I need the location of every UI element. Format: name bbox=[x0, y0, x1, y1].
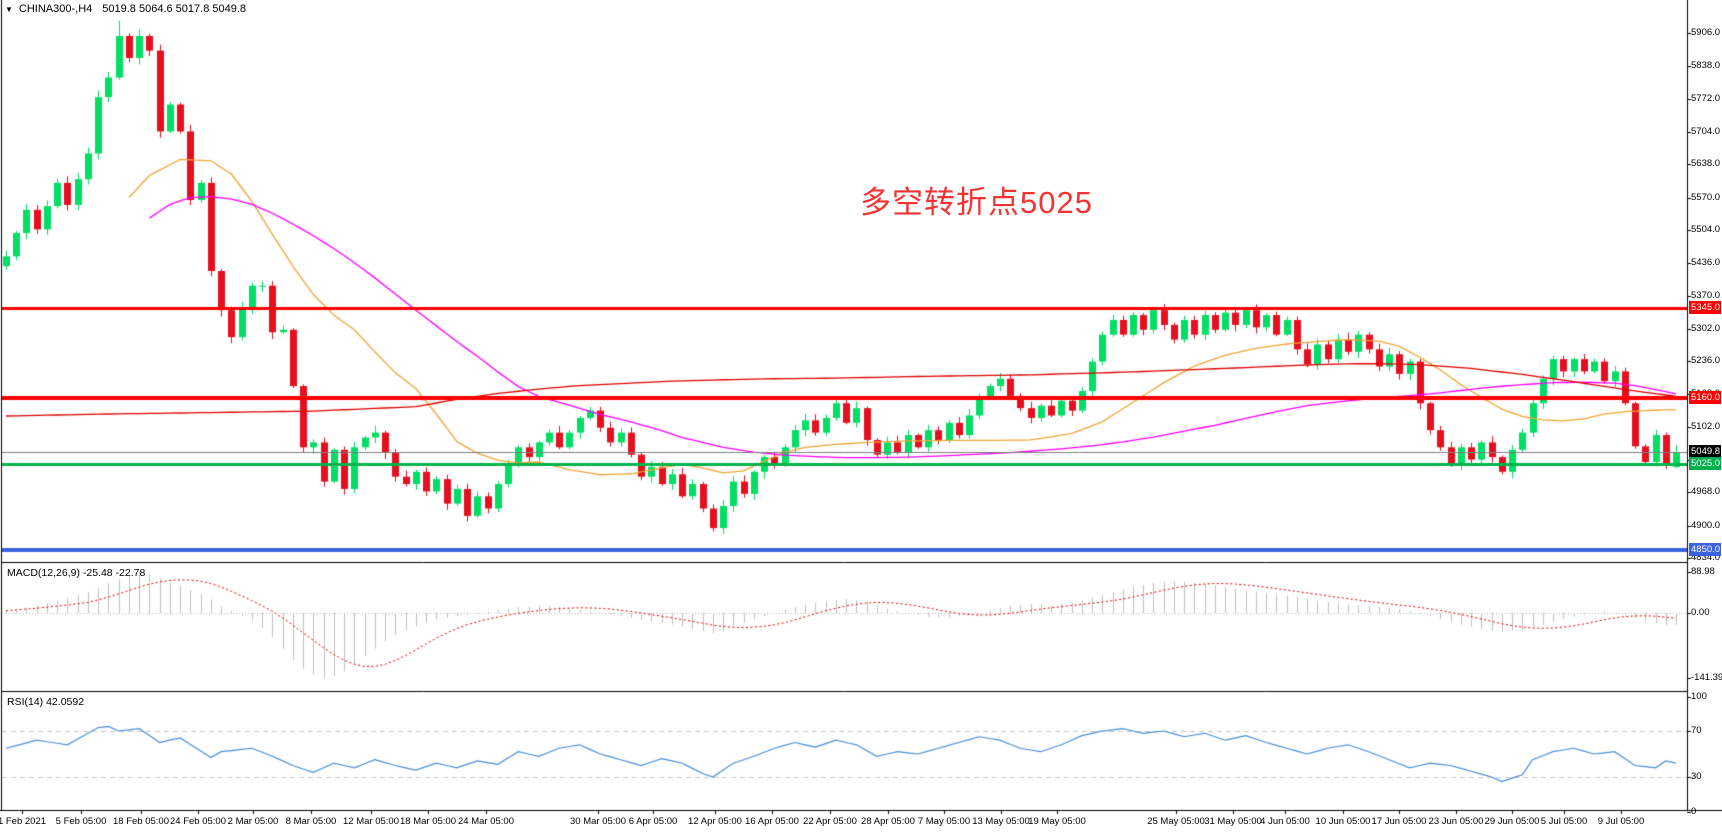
time-tick-label: 8 Mar 05:00 bbox=[285, 816, 337, 827]
price-tick-label: 5772.0 bbox=[1691, 93, 1721, 104]
price-tick-label: 5370.0 bbox=[1691, 290, 1721, 301]
time-tick-label: 10 Jun 05:00 bbox=[1315, 816, 1371, 827]
price-tick-label: 5504.0 bbox=[1691, 224, 1721, 235]
time-tick-label: 12 Apr 05:00 bbox=[688, 816, 742, 827]
price-level-badge: 5049.8 bbox=[1689, 445, 1721, 458]
macd-tick-label: 88.98 bbox=[1691, 566, 1715, 577]
time-tick-label: 29 Jun 05:00 bbox=[1484, 816, 1540, 827]
price-tick-label: 4968.0 bbox=[1691, 486, 1721, 497]
macd-tick-label: 0.00 bbox=[1691, 607, 1710, 618]
time-tick-label: 5 Feb 05:00 bbox=[55, 816, 107, 827]
price-tick-label: 5906.0 bbox=[1691, 27, 1721, 38]
price-level-badge: 5160.0 bbox=[1689, 391, 1721, 404]
macd-tick-label: -141.39 bbox=[1691, 672, 1722, 683]
price-tick-label: 5436.0 bbox=[1691, 257, 1721, 268]
price-tick-label: 5102.0 bbox=[1691, 421, 1721, 432]
price-tick-label: 5302.0 bbox=[1691, 323, 1721, 334]
time-tick-label: 17 Jun 05:00 bbox=[1371, 816, 1427, 827]
price-tick-label: 4900.0 bbox=[1691, 520, 1721, 531]
time-tick-label: 12 Mar 05:00 bbox=[343, 816, 399, 827]
time-tick-label: 1 Feb 2021 bbox=[0, 816, 47, 827]
symbol-dropdown-icon[interactable]: ▼ bbox=[5, 5, 13, 14]
price-tick-label: 5704.0 bbox=[1691, 126, 1721, 137]
chart-header: ▼ CHINA300-,H4 5019.8 5064.6 5017.8 5049.8 bbox=[5, 3, 246, 15]
price-tick-label: 4834.0 bbox=[1691, 552, 1721, 563]
symbol-period-label: CHINA300-,H4 bbox=[18, 3, 93, 15]
time-tick-label: 9 Jul 05:00 bbox=[1597, 816, 1645, 827]
macd-indicator-label: MACD(12,26,9) -25.48 -22.78 bbox=[7, 567, 146, 579]
time-tick-label: 28 Apr 05:00 bbox=[861, 816, 915, 827]
time-tick-label: 13 May 05:00 bbox=[972, 816, 1030, 827]
time-tick-label: 23 Jun 05:00 bbox=[1428, 816, 1484, 827]
price-tick-label: 5638.0 bbox=[1691, 158, 1721, 169]
time-tick-label: 4 Jun 05:00 bbox=[1260, 816, 1310, 827]
annotation-text: 多空转折点5025 bbox=[860, 185, 1093, 220]
time-tick-label: 18 Mar 05:00 bbox=[400, 816, 456, 827]
time-tick-label: 7 May 05:00 bbox=[917, 816, 971, 827]
time-tick-label: 19 May 05:00 bbox=[1028, 816, 1086, 827]
rsi-tick-label: 100 bbox=[1691, 691, 1707, 702]
price-level-badge: 5345.0 bbox=[1689, 301, 1721, 314]
time-tick-label: 5 Jul 05:00 bbox=[1540, 816, 1588, 827]
time-tick-label: 30 Mar 05:00 bbox=[570, 816, 626, 827]
time-tick-label: 16 Apr 05:00 bbox=[745, 816, 799, 827]
time-tick-label: 25 May 05:00 bbox=[1147, 816, 1205, 827]
price-level-badge: 4850.0 bbox=[1689, 543, 1721, 556]
time-tick-label: 18 Feb 05:00 bbox=[113, 816, 169, 827]
price-tick-label: 5570.0 bbox=[1691, 192, 1721, 203]
rsi-tick-label: 30 bbox=[1691, 771, 1702, 782]
time-tick-label: 24 Feb 05:00 bbox=[170, 816, 226, 827]
time-tick-label: 22 Apr 05:00 bbox=[803, 816, 857, 827]
ohlc-values: 5019.8 5064.6 5017.8 5049.8 bbox=[102, 3, 247, 15]
rsi-tick-label: 70 bbox=[1691, 725, 1702, 736]
price-level-badge: 5025.0 bbox=[1689, 457, 1721, 470]
time-tick-label: 6 Apr 05:00 bbox=[628, 816, 678, 827]
rsi-tick-label: 0 bbox=[1691, 806, 1697, 817]
price-tick-label: 5236.0 bbox=[1691, 355, 1721, 366]
time-tick-label: 24 Mar 05:00 bbox=[458, 816, 514, 827]
rsi-indicator-label: RSI(14) 42.0592 bbox=[7, 696, 85, 708]
time-tick-label: 31 May 05:00 bbox=[1204, 816, 1262, 827]
time-tick-label: 2 Mar 05:00 bbox=[227, 816, 279, 827]
price-tick-label: 5838.0 bbox=[1691, 60, 1721, 71]
